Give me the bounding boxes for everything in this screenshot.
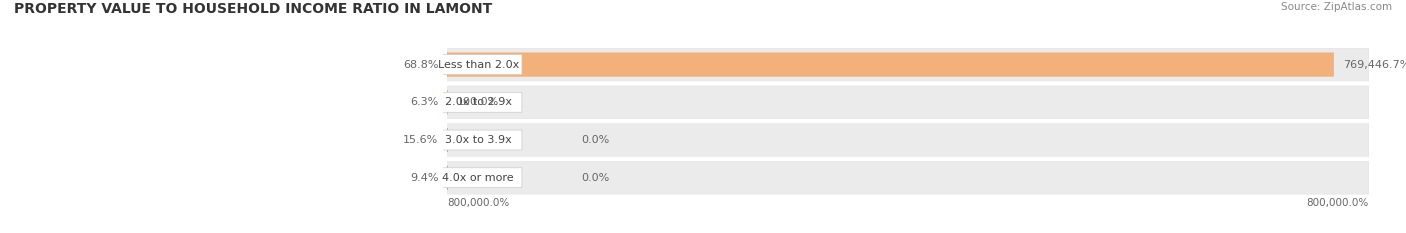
Text: Less than 2.0x: Less than 2.0x <box>437 60 519 70</box>
FancyBboxPatch shape <box>434 168 522 188</box>
FancyBboxPatch shape <box>447 48 1368 81</box>
Text: 0.0%: 0.0% <box>581 173 609 183</box>
Text: 9.4%: 9.4% <box>409 173 439 183</box>
Text: PROPERTY VALUE TO HOUSEHOLD INCOME RATIO IN LAMONT: PROPERTY VALUE TO HOUSEHOLD INCOME RATIO… <box>14 2 492 16</box>
Text: 800,000.0%: 800,000.0% <box>447 199 510 209</box>
Text: 4.0x or more: 4.0x or more <box>443 173 515 183</box>
FancyBboxPatch shape <box>447 53 1333 76</box>
Text: 15.6%: 15.6% <box>404 135 439 145</box>
Text: 3.0x to 3.9x: 3.0x to 3.9x <box>444 135 512 145</box>
Text: 68.8%: 68.8% <box>402 60 439 70</box>
FancyBboxPatch shape <box>447 86 1368 119</box>
Text: 769,446.7%: 769,446.7% <box>1343 60 1406 70</box>
FancyBboxPatch shape <box>434 92 522 112</box>
Text: 800,000.0%: 800,000.0% <box>1306 199 1368 209</box>
FancyBboxPatch shape <box>447 161 1368 194</box>
Text: 6.3%: 6.3% <box>411 97 439 107</box>
Text: 100.0%: 100.0% <box>457 97 499 107</box>
Text: 2.0x to 2.9x: 2.0x to 2.9x <box>444 97 512 107</box>
Text: 0.0%: 0.0% <box>581 135 609 145</box>
Text: Source: ZipAtlas.com: Source: ZipAtlas.com <box>1281 2 1392 12</box>
FancyBboxPatch shape <box>434 55 522 75</box>
FancyBboxPatch shape <box>434 130 522 150</box>
FancyBboxPatch shape <box>447 124 1368 156</box>
